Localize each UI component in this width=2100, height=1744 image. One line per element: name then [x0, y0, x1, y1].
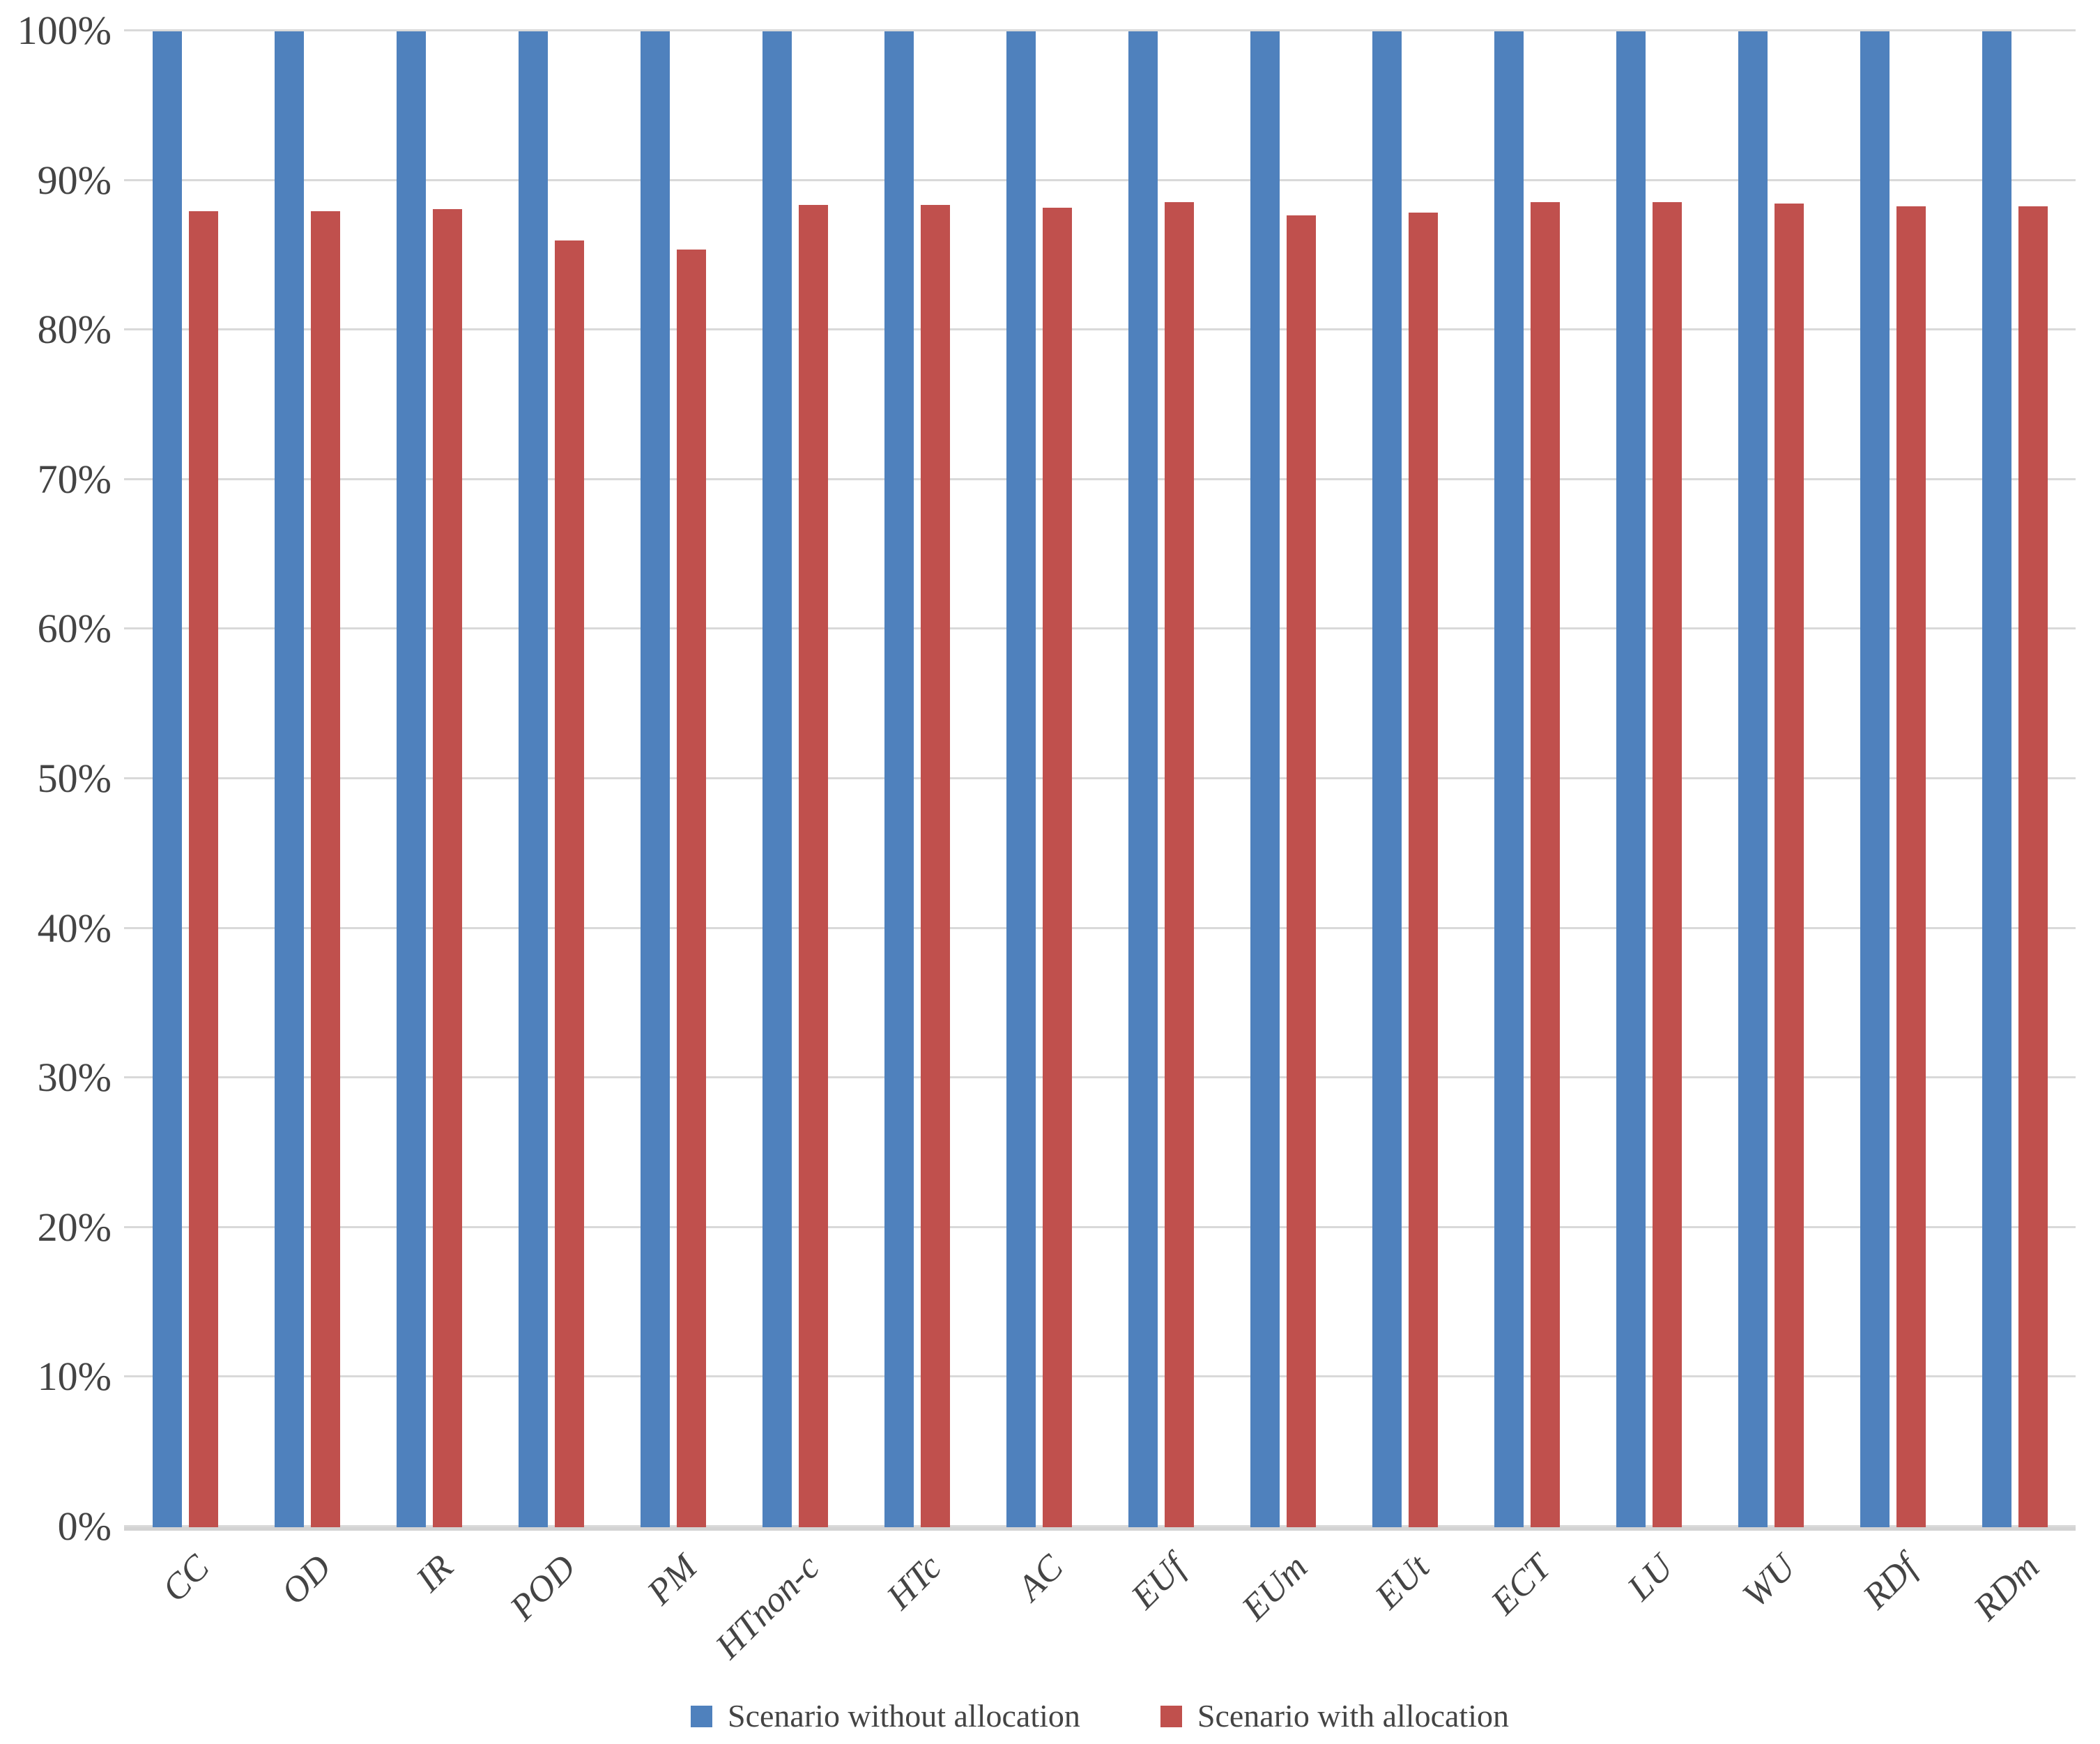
bar-group-EUm — [1222, 31, 1344, 1527]
bar-without-allocation-RDm — [1982, 31, 2011, 1527]
bar-without-allocation-IR — [396, 31, 426, 1527]
y-tick-label-40%: 40% — [37, 905, 112, 951]
bar-with-allocation-POD — [554, 240, 584, 1527]
x-tick-label-POD: POD — [502, 1547, 583, 1628]
bar-with-allocation-PM — [676, 250, 706, 1527]
legend-swatch-blue — [691, 1705, 713, 1727]
bar-group-PM — [612, 31, 734, 1527]
bar-without-allocation-ECT — [1494, 31, 1524, 1527]
x-tick-label-HTc: HTc — [879, 1547, 949, 1618]
bar-with-allocation-AC — [1042, 208, 1072, 1527]
bar-groups — [124, 31, 2076, 1527]
bar-with-allocation-HTc — [920, 204, 950, 1527]
x-tick-label-CC: CC — [155, 1547, 217, 1610]
y-tick-label-60%: 60% — [37, 606, 112, 652]
bar-with-allocation-EUm — [1286, 215, 1316, 1527]
bar-with-allocation-CC — [188, 211, 218, 1527]
bar-without-allocation-EUt — [1372, 31, 1402, 1527]
bar-group-AC — [978, 31, 1100, 1527]
bar-with-allocation-IR — [432, 209, 462, 1527]
bar-without-allocation-OD — [274, 31, 304, 1527]
y-tick-label-90%: 90% — [37, 157, 112, 203]
x-tick-label-RDf: RDf — [1855, 1547, 1925, 1617]
bar-group-RDf — [1832, 31, 1954, 1527]
y-tick-label-100%: 100% — [17, 8, 112, 53]
bar-without-allocation-WU — [1738, 31, 1768, 1527]
x-tick-label-LU: LU — [1620, 1547, 1681, 1609]
bar-without-allocation-HTc — [884, 31, 914, 1527]
bar-group-HTnon-c — [734, 31, 856, 1527]
x-tick-label-HTnon-c: HTnon-c — [707, 1547, 827, 1667]
x-tick-label-EUf: EUf — [1124, 1547, 1193, 1617]
bar-with-allocation-LU — [1652, 201, 1682, 1527]
gridline-100% — [124, 29, 2076, 31]
gridline-30% — [124, 1076, 2076, 1079]
y-tick-label-0%: 0% — [57, 1504, 112, 1549]
gridline-70% — [124, 477, 2076, 480]
legend-item-scenario-without-allocation: Scenario without allocation — [691, 1699, 1080, 1734]
bar-with-allocation-EUt — [1408, 212, 1438, 1527]
x-tick-label-WU: WU — [1735, 1547, 1803, 1616]
bar-group-IR — [368, 31, 490, 1527]
gridline-40% — [124, 926, 2076, 929]
bar-group-WU — [1710, 31, 1832, 1527]
x-tick-label-EUm: EUm — [1234, 1547, 1315, 1628]
bar-without-allocation-EUm — [1250, 31, 1280, 1527]
bar-group-ECT — [1466, 31, 1588, 1527]
x-tick-label-EUt: EUt — [1367, 1547, 1437, 1617]
x-tick-label-AC: AC — [1010, 1547, 1071, 1609]
bar-group-LU — [1588, 31, 1710, 1527]
gridline-20% — [124, 1225, 2076, 1228]
bar-with-allocation-OD — [310, 211, 340, 1527]
y-axis: 0% 10% 20% 30% 40% 50% 60% 70% 80% 90% 100% — [0, 0, 112, 1744]
gridline-50% — [124, 777, 2076, 779]
gridline-90% — [124, 178, 2076, 181]
bar-without-allocation-RDf — [1860, 31, 1890, 1527]
legend-label-with-allocation: Scenario with allocation — [1197, 1698, 1509, 1734]
bar-without-allocation-LU — [1616, 31, 1646, 1527]
bar-group-CC — [124, 31, 246, 1527]
bar-without-allocation-PM — [640, 31, 670, 1527]
gridline-0% — [124, 1525, 2076, 1527]
bar-group-RDm — [1954, 31, 2076, 1527]
y-tick-label-10%: 10% — [37, 1354, 112, 1400]
bar-group-EUt — [1344, 31, 1466, 1527]
bar-without-allocation-EUf — [1128, 31, 1158, 1527]
bar-with-allocation-HTnon-c — [798, 204, 828, 1527]
x-tick-label-RDm: RDm — [1965, 1547, 2047, 1628]
bar-with-allocation-RDf — [1896, 206, 1926, 1527]
y-tick-label-80%: 80% — [37, 307, 112, 353]
bar-with-allocation-RDm — [2018, 206, 2048, 1527]
y-tick-label-70%: 70% — [37, 456, 112, 502]
legend-label-without-allocation: Scenario without allocation — [728, 1698, 1080, 1734]
y-tick-label-50%: 50% — [37, 756, 112, 801]
y-tick-label-30%: 30% — [37, 1055, 112, 1101]
bar-without-allocation-CC — [152, 31, 182, 1527]
x-tick-label-OD: OD — [274, 1547, 339, 1613]
legend-item-scenario-with-allocation: Scenario with allocation — [1160, 1699, 1509, 1734]
x-tick-label-ECT: ECT — [1483, 1547, 1559, 1623]
bar-with-allocation-EUf — [1164, 201, 1194, 1527]
legend-swatch-red — [1160, 1705, 1182, 1727]
x-tick-label-IR: IR — [408, 1547, 461, 1600]
legend: Scenario without allocation Scenario wit… — [124, 1695, 2076, 1737]
bar-group-HTc — [856, 31, 978, 1527]
bar-with-allocation-WU — [1774, 203, 1804, 1527]
bar-with-allocation-ECT — [1530, 201, 1560, 1527]
bar-group-EUf — [1100, 31, 1222, 1527]
gridline-60% — [124, 627, 2076, 630]
plot-area — [124, 29, 2076, 1531]
gridline-80% — [124, 328, 2076, 331]
gridline-10% — [124, 1375, 2076, 1378]
bar-without-allocation-POD — [518, 31, 548, 1527]
bar-without-allocation-AC — [1006, 31, 1036, 1527]
bar-group-OD — [246, 31, 368, 1527]
y-tick-label-20%: 20% — [37, 1204, 112, 1250]
x-axis-line — [124, 1527, 2076, 1531]
x-tick-label-PM: PM — [640, 1547, 705, 1613]
bar-without-allocation-HTnon-c — [762, 31, 792, 1527]
bar-group-POD — [490, 31, 612, 1527]
